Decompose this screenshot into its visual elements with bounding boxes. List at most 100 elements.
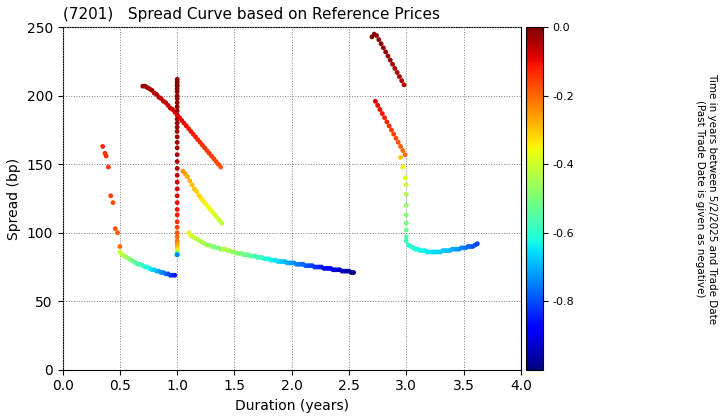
Point (195, 195, 207, 202)
Point (171, 108, 183, 114)
Point (171, 192, 183, 199)
Point (231, 250, 243, 257)
Point (123, 255, 135, 262)
Point (114, 243, 126, 250)
Point (380, 49, 392, 55)
Point (307, 262, 318, 269)
Point (107, 199, 119, 206)
Point (371, 32, 382, 39)
Point (132, 261, 144, 268)
Point (191, 188, 202, 195)
Point (379, 114, 390, 121)
Point (169, 272, 181, 278)
Point (171, 179, 183, 186)
Point (382, 52, 394, 59)
Point (431, 249, 442, 255)
Point (171, 76, 183, 83)
Point (190, 235, 202, 242)
Point (171, 247, 183, 254)
Point (162, 102, 174, 109)
Point (297, 261, 309, 268)
Point (199, 144, 210, 151)
Point (186, 181, 198, 188)
Point (210, 158, 222, 165)
Point (215, 164, 227, 171)
Point (206, 153, 217, 160)
Point (472, 240, 483, 247)
Point (400, 175, 411, 181)
Point (400, 234, 412, 240)
Point (233, 250, 245, 257)
Point (249, 253, 261, 260)
Point (171, 251, 183, 258)
Point (400, 220, 412, 226)
Point (171, 124, 183, 131)
Point (162, 270, 174, 277)
Point (366, 34, 378, 40)
Point (210, 212, 221, 218)
Point (171, 81, 183, 88)
Point (341, 268, 353, 275)
Point (348, 269, 359, 276)
Point (462, 243, 474, 250)
Point (112, 229, 123, 236)
Point (247, 253, 258, 260)
Point (372, 102, 384, 109)
Point (176, 117, 187, 124)
Point (381, 118, 392, 125)
Point (171, 79, 183, 85)
Point (320, 265, 332, 272)
Point (414, 247, 426, 254)
Point (390, 135, 402, 142)
Point (137, 262, 148, 269)
Point (464, 243, 476, 250)
Point (171, 212, 183, 218)
Point (397, 164, 409, 171)
Point (97, 143, 109, 150)
Point (375, 40, 387, 47)
Point (318, 265, 330, 272)
Point (263, 255, 274, 262)
Point (198, 198, 210, 205)
Point (174, 114, 185, 121)
Point (268, 257, 279, 263)
Point (346, 269, 357, 276)
Point (388, 131, 400, 137)
Point (286, 260, 297, 266)
Point (179, 120, 190, 126)
Point (167, 272, 179, 278)
Point (171, 218, 183, 225)
Point (456, 244, 467, 251)
Point (187, 234, 199, 240)
Point (197, 142, 208, 148)
Point (181, 173, 193, 180)
Point (148, 90, 160, 97)
Point (201, 147, 212, 154)
Point (114, 249, 126, 255)
Point (130, 260, 142, 266)
Point (254, 254, 266, 261)
Point (153, 94, 165, 100)
Point (405, 243, 417, 250)
Point (171, 120, 183, 126)
Point (158, 98, 169, 105)
Point (204, 150, 215, 157)
Point (183, 125, 194, 132)
Point (384, 57, 396, 63)
Point (171, 250, 183, 257)
Point (171, 134, 183, 140)
Point (171, 206, 183, 213)
Point (216, 220, 228, 226)
Point (140, 83, 151, 89)
Point (256, 254, 268, 261)
Point (377, 110, 388, 117)
Text: (7201)   Spread Curve based on Reference Prices: (7201) Spread Curve based on Reference P… (63, 7, 440, 22)
Point (435, 249, 446, 255)
Point (140, 264, 151, 270)
Point (439, 247, 451, 254)
Point (171, 151, 183, 158)
Point (194, 238, 206, 244)
Point (171, 186, 183, 192)
Point (397, 147, 409, 154)
Point (282, 260, 293, 266)
